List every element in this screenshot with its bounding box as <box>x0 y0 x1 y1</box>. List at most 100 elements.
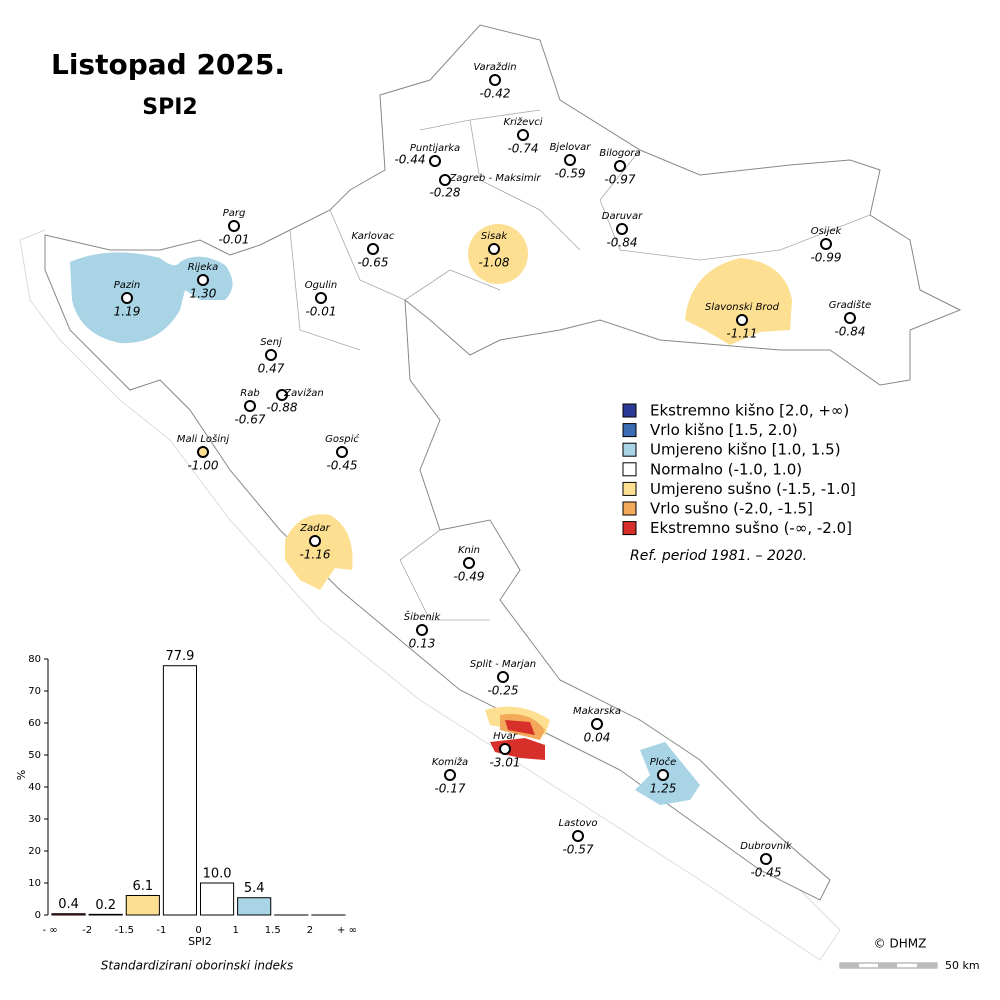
bar-value-label: 6.1 <box>132 879 153 894</box>
station-value: -1.11 <box>726 327 757 341</box>
station-marker <box>844 312 856 324</box>
sea-outline <box>19 229 841 961</box>
legend-label: Umjereno kišno [1.0, 1.5) <box>650 441 841 459</box>
station-name: Ploče <box>650 756 677 768</box>
legend-swatch <box>622 442 637 457</box>
legend-label: Vrlo kišno [1.5, 2.0) <box>650 421 798 439</box>
station-value: -0.84 <box>606 236 637 250</box>
station-value: 1.30 <box>190 287 217 301</box>
station-value: -0.17 <box>434 782 465 796</box>
bar-value-label: 77.9 <box>165 649 194 664</box>
station-value: 0.47 <box>258 362 285 376</box>
legend-swatch <box>622 403 637 418</box>
station-value: 1.19 <box>114 305 141 319</box>
station-marker <box>309 535 321 547</box>
station-marker <box>497 671 509 683</box>
station-marker <box>244 400 256 412</box>
x-tick-label: 1 <box>232 925 238 936</box>
x-tick-label: + ∞ <box>337 925 357 936</box>
station-value: -0.84 <box>834 325 865 339</box>
station-marker <box>336 446 348 458</box>
station-name: Osijek <box>811 226 843 237</box>
station-marker <box>564 154 576 166</box>
station-value: -1.00 <box>187 459 218 473</box>
station-marker <box>121 292 133 304</box>
y-tick-label: 30 <box>28 814 41 825</box>
country-outline <box>44 24 962 901</box>
station-marker <box>760 853 772 865</box>
x-tick-label: 1.5 <box>265 925 281 936</box>
legend-label: Ekstremno kišno [2.0, +∞) <box>650 402 849 420</box>
dry-area <box>468 224 528 284</box>
bar <box>200 882 235 916</box>
legend-swatch <box>622 462 637 477</box>
legend-swatch <box>622 501 637 516</box>
station-name: Dubrovnik <box>740 841 793 852</box>
station-name: Split - Marjan <box>470 659 536 670</box>
station-name: Varaždin <box>473 61 516 73</box>
station-name: Slavonski Brod <box>705 302 780 313</box>
station-marker <box>591 718 603 730</box>
station-value: -1.16 <box>299 548 330 562</box>
station-name: Rab <box>240 388 259 399</box>
histogram: 0 10 20 30 40 50 60 70 80% - ∞ -2 -1.5 -1 0 1 1.5 2 + ∞ 0.… <box>15 649 357 972</box>
station-marker <box>489 74 501 86</box>
station-marker <box>820 238 832 250</box>
station-marker <box>276 389 288 401</box>
y-tick-label: 20 <box>28 846 41 857</box>
y-tick-label: 0 <box>35 910 41 921</box>
y-tick-label: 10 <box>28 878 41 889</box>
station-marker <box>614 160 626 172</box>
reference-note: Ref. period 1981. – 2020. <box>630 548 807 564</box>
station-marker <box>367 243 379 255</box>
x-tick-label: - ∞ <box>42 925 57 936</box>
station-name: Bilogora <box>599 148 640 159</box>
station-marker <box>197 274 209 286</box>
station-value: -0.01 <box>305 305 336 319</box>
legend-label: Umjereno sušno (-1.5, -1.0] <box>650 480 856 498</box>
station-value: -0.42 <box>479 87 510 101</box>
x-tick-label: -1.5 <box>114 925 134 936</box>
y-tick-label: 80 <box>28 654 41 665</box>
station-marker <box>657 769 669 781</box>
station-marker <box>736 314 748 326</box>
station-value: -3.01 <box>489 756 520 770</box>
station-name: Zavižan <box>283 387 323 399</box>
station-value: -0.45 <box>750 866 781 880</box>
station-marker <box>315 292 327 304</box>
station-marker <box>488 243 500 255</box>
wet-area <box>70 252 233 344</box>
station-value: -0.25 <box>487 684 518 698</box>
station-name: Sisak <box>481 231 508 242</box>
station-marker <box>265 349 277 361</box>
stations: Varaždin-0.42Križevci-0.74Puntijarka-0.4… <box>114 61 872 880</box>
legend-label: Normalno (-1.0, 1.0) <box>650 460 802 478</box>
station-name: Mali Lošinj <box>177 433 230 445</box>
station-value: -0.74 <box>507 142 538 156</box>
station-name: Daruvar <box>602 211 643 222</box>
chart-caption: Standardizirani oborinski indeks <box>101 959 293 973</box>
station-name: Knin <box>458 545 480 556</box>
county-borders <box>289 109 871 621</box>
scale-bar-segment <box>917 963 937 968</box>
station-marker <box>517 129 529 141</box>
legend-label: Vrlo sušno (-2.0, -1.5] <box>650 500 813 518</box>
station-marker <box>429 155 441 167</box>
station-value: -0.88 <box>266 401 297 415</box>
station-marker <box>444 769 456 781</box>
map-subtitle: SPI2 <box>142 95 197 120</box>
station-name: Križevci <box>503 116 542 128</box>
station-name: Rijeka <box>188 262 219 273</box>
station-name: Komiža <box>432 756 468 768</box>
legend-label: Ekstremno sušno (-∞, -2.0] <box>650 519 852 537</box>
station-name: Zagreb - Maksimir <box>448 173 541 184</box>
x-tick-label: 0 <box>195 925 201 936</box>
bar <box>237 897 272 916</box>
x-tick-label: -2 <box>82 925 92 936</box>
station-marker <box>228 220 240 232</box>
station-name: Lastovo <box>559 818 598 829</box>
bar-value-label: 5.4 <box>244 881 265 896</box>
station-name: Hvar <box>493 731 518 742</box>
map-title: Listopad 2025. <box>51 48 285 81</box>
